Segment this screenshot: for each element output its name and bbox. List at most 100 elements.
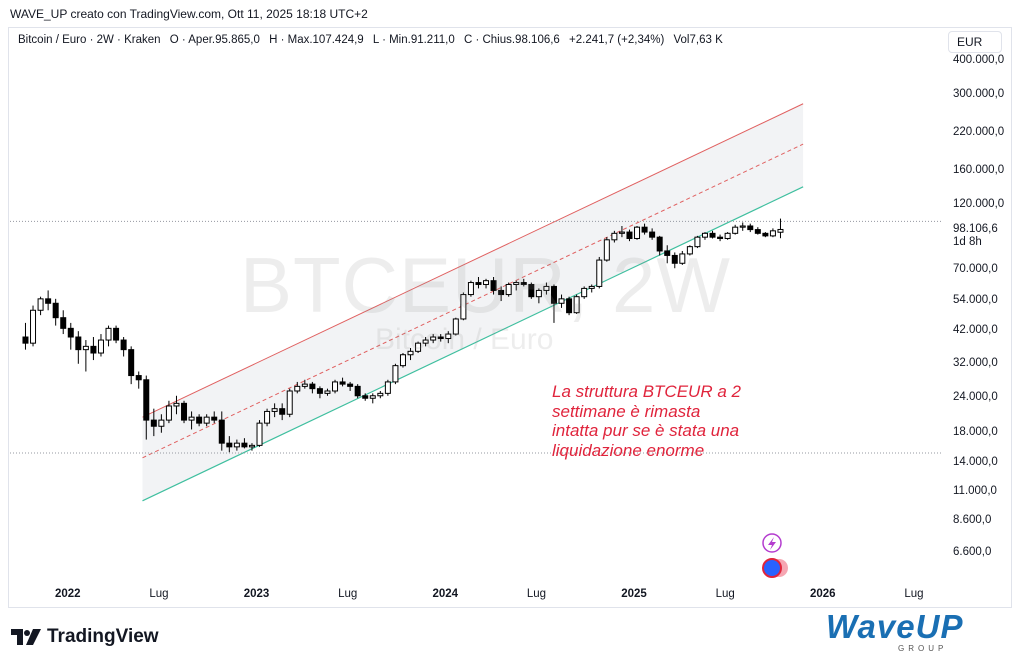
- candle-down: [664, 250, 671, 256]
- candle-series: [22, 218, 784, 453]
- price-axis-tick: 400.000,0: [953, 54, 1005, 66]
- legend-symbol[interactable]: Bitcoin / Euro · 2W · Kraken: [18, 34, 161, 46]
- candle-up: [324, 390, 331, 394]
- tradingview-logo[interactable]: TradingView: [11, 626, 159, 648]
- candle-up: [701, 232, 708, 238]
- candle-down: [279, 408, 286, 415]
- candle-up: [452, 318, 459, 335]
- candle-up: [634, 226, 641, 239]
- candle-up: [30, 309, 37, 344]
- candle-down: [90, 345, 97, 354]
- candle-down: [113, 327, 120, 341]
- candle-up: [286, 390, 293, 415]
- candle-up: [332, 381, 339, 392]
- candle-down: [22, 336, 29, 344]
- candle-up: [777, 228, 784, 233]
- candle-up: [256, 422, 263, 446]
- candle-down: [362, 395, 369, 399]
- candle-up: [483, 280, 490, 285]
- candle-up: [739, 225, 746, 228]
- candle-up: [233, 442, 240, 448]
- time-axis-tick: 2026: [810, 588, 836, 600]
- candle-up: [422, 339, 429, 344]
- price-axis-tick: 18.000,0: [953, 425, 998, 438]
- candle-up: [513, 282, 520, 285]
- candle-up: [377, 392, 384, 397]
- candle-down: [762, 232, 769, 237]
- channel-mid-line: [142, 143, 804, 459]
- channel-fill: [142, 103, 804, 501]
- price-axis-tick: 160.000,0: [953, 163, 1005, 176]
- candle-down: [671, 254, 678, 264]
- event-markers: [762, 533, 788, 578]
- candle-down: [709, 232, 716, 238]
- candle-up: [769, 230, 776, 237]
- price-axis-tick: 120.000,0: [953, 198, 1005, 211]
- candle-down: [67, 327, 74, 338]
- legend-high: H · Max.107.424,9: [269, 34, 364, 46]
- candle-down: [656, 236, 663, 252]
- candle-up: [158, 419, 165, 427]
- channel-lower-line: [142, 186, 804, 502]
- candle-up: [694, 236, 701, 248]
- price-axis-tick: 11.000,0: [953, 484, 997, 497]
- lightning-bolt-icon: [768, 537, 776, 550]
- candle-up: [173, 402, 180, 407]
- candle-up: [407, 350, 414, 356]
- candle-up: [596, 259, 603, 287]
- candle-up: [369, 395, 376, 399]
- candle-up: [165, 405, 172, 421]
- candle-down: [316, 388, 323, 394]
- candle-up: [603, 239, 610, 261]
- candle-up: [724, 232, 731, 239]
- candle-up: [384, 381, 391, 394]
- waveup-wordmark: WaveUP: [826, 608, 964, 645]
- candle-down: [60, 317, 67, 329]
- watermark-ticker: BTCEUR, 2W: [240, 241, 732, 329]
- candle-up: [581, 287, 588, 298]
- annotation-line: intatta pur se è stata una: [552, 421, 740, 440]
- price-axis-tick: 70.000,0: [953, 262, 998, 275]
- candle-down: [566, 298, 573, 314]
- candle-up: [611, 232, 618, 241]
- currency-button[interactable]: EUR: [948, 31, 1002, 53]
- candle-down: [45, 298, 52, 304]
- price-axis-tick: 14.000,0: [953, 455, 998, 468]
- candle-down: [339, 381, 346, 385]
- candle-down: [143, 379, 150, 421]
- candle-down: [226, 442, 233, 448]
- candle-down: [135, 375, 142, 381]
- candle-down: [347, 383, 354, 387]
- dividend-marker-icon: [762, 558, 782, 578]
- candle-down: [528, 283, 535, 298]
- bar-countdown: 1d 8h: [953, 236, 982, 248]
- price-axis-tick: 42.000,0: [953, 324, 998, 337]
- last-price-value: 98.106,6: [953, 223, 998, 235]
- tradingview-wordmark: TradingView: [47, 626, 159, 647]
- candle-down: [354, 385, 361, 397]
- candle-up: [445, 333, 452, 340]
- candle-down: [241, 442, 248, 448]
- time-axis-tick: 2025: [621, 588, 647, 600]
- candle-up: [543, 285, 550, 291]
- candle-up: [82, 345, 89, 351]
- annotation-line: La struttura BTCEUR a 2: [552, 382, 741, 401]
- candle-up: [535, 289, 542, 298]
- candle-up: [248, 444, 255, 448]
- candle-up: [415, 342, 422, 352]
- candle-up: [264, 410, 271, 424]
- time-axis-tick: Lug: [338, 588, 358, 600]
- candle-down: [128, 349, 135, 377]
- watermark-name: Bitcoin / Euro: [375, 323, 554, 356]
- legend-open: O · Aper.95.865,0: [169, 34, 260, 46]
- price-axis-tick: 32.000,0: [953, 356, 998, 369]
- waveup-logo: WaveUP GROUP: [826, 608, 964, 653]
- candle-down: [309, 383, 316, 390]
- candle-down: [649, 231, 656, 238]
- candle-up: [188, 416, 195, 421]
- analysis-annotation[interactable]: La struttura BTCEUR a 2 settimane è rima…: [552, 382, 741, 460]
- candle-down: [520, 282, 527, 285]
- candle-up: [392, 365, 399, 383]
- tradingview-icon: [11, 629, 41, 645]
